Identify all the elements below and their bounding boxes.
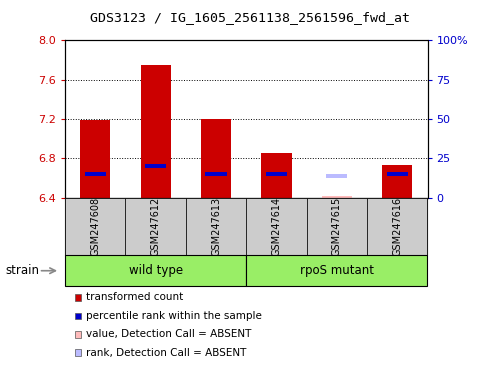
Text: transformed count: transformed count (86, 292, 184, 302)
Bar (322, 196, 352, 198)
Text: GSM247614: GSM247614 (272, 197, 281, 256)
Bar (386, 172, 408, 176)
Text: GSM247608: GSM247608 (90, 197, 100, 256)
Text: GDS3123 / IG_1605_2561138_2561596_fwd_at: GDS3123 / IG_1605_2561138_2561596_fwd_at (90, 12, 410, 25)
Text: GSM247613: GSM247613 (211, 197, 221, 256)
Bar (80, 120, 110, 198)
FancyBboxPatch shape (65, 255, 246, 286)
FancyBboxPatch shape (306, 198, 367, 255)
Text: rank, Detection Call = ABSENT: rank, Detection Call = ABSENT (86, 348, 246, 358)
Text: GSM247612: GSM247612 (150, 197, 160, 256)
FancyBboxPatch shape (186, 198, 246, 255)
FancyBboxPatch shape (246, 198, 306, 255)
Bar (145, 164, 166, 168)
Text: strain: strain (5, 264, 39, 277)
Text: GSM247615: GSM247615 (332, 197, 342, 256)
Bar (201, 119, 231, 198)
Bar (84, 172, 106, 176)
FancyBboxPatch shape (126, 198, 186, 255)
Bar (326, 174, 347, 178)
Bar (140, 65, 170, 198)
Text: GSM247616: GSM247616 (392, 197, 402, 256)
FancyBboxPatch shape (65, 198, 126, 255)
Bar (266, 172, 287, 176)
Bar (206, 172, 227, 176)
Text: wild type: wild type (128, 264, 182, 277)
FancyBboxPatch shape (367, 198, 428, 255)
Text: rpoS mutant: rpoS mutant (300, 264, 374, 277)
FancyBboxPatch shape (246, 255, 428, 286)
Text: percentile rank within the sample: percentile rank within the sample (86, 311, 262, 321)
Text: value, Detection Call = ABSENT: value, Detection Call = ABSENT (86, 329, 252, 339)
Bar (262, 154, 292, 198)
Bar (382, 165, 412, 198)
